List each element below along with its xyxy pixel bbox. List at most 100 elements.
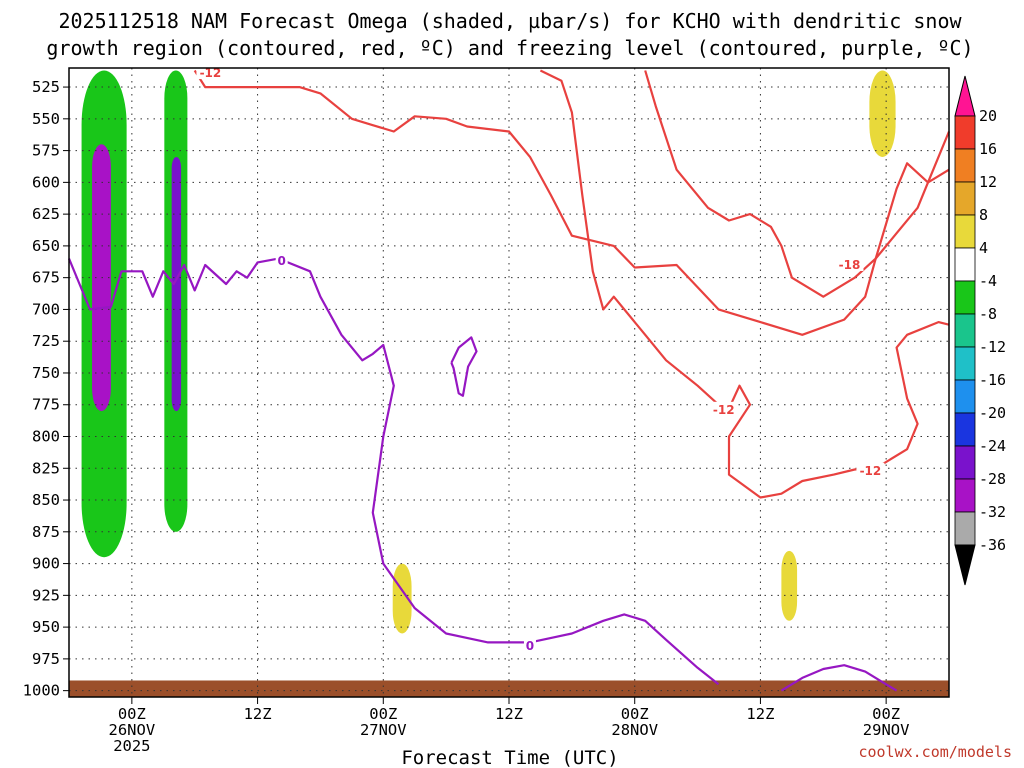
colorbar-label-12: -32: [979, 503, 1006, 521]
x-tick-label-4-1: 00Z: [621, 705, 649, 723]
y-tick-label-700: 700: [32, 300, 60, 318]
contour-labels: -12 0 -18 -12 -12 0: [196, 65, 885, 653]
colorbar-segment-9: [954, 379, 976, 414]
contour-label-bg-4: [856, 462, 885, 477]
x-tick-label-4-2: 28NOV: [611, 721, 658, 739]
y-tick-label-950: 950: [32, 618, 60, 636]
shade-rising-motion-27nov-06z: [431, 80, 474, 221]
y-tick-label-550: 550: [32, 110, 60, 128]
colorbar-label-3: 8: [979, 206, 988, 224]
x-tick-label-0-3: 2025: [113, 737, 150, 755]
y-tick-label-650: 650: [32, 237, 60, 255]
contour-label-5: 0: [526, 639, 534, 653]
colorbar-segment-11: [954, 445, 976, 480]
y-tick-label-900: 900: [32, 555, 60, 573]
contour-freezing-level-late: [780, 664, 898, 692]
colorbar-segment-12: [954, 478, 976, 513]
shade-sinking-motion-aloft-late: [854, 70, 949, 310]
colorbar-label-2: 12: [979, 173, 997, 191]
colorbar-bottom-arrow: [954, 544, 976, 586]
x-tick-label-6-2: 29NOV: [863, 721, 910, 739]
contour-label-4: -12: [860, 464, 882, 478]
contour-label-1: 0: [277, 254, 285, 268]
colorbar-segment-2: [954, 148, 976, 183]
colorbar-label-13: -36: [979, 536, 1006, 554]
contour-lines: [67, 69, 951, 692]
colorbar-label-6: -8: [979, 305, 997, 323]
colorbar-segment-10: [954, 412, 976, 447]
colorbar-label-8: -16: [979, 371, 1006, 389]
contour-label-bg-3: [709, 401, 738, 416]
x-tick-label-5-1: 12Z: [746, 705, 774, 723]
contour-label-bg-5: [523, 638, 536, 653]
colorbar-label-0: 20: [979, 107, 997, 125]
chart-title-line-2: growth region (contoured, red, ºC) and f…: [46, 36, 973, 60]
colorbar-label-10: -24: [979, 437, 1006, 455]
shade-sinking-motion-28nov-04z: [639, 404, 703, 672]
y-tick-label-825: 825: [32, 459, 60, 477]
colorbar: 20 16 12 8 4 -4 -8 -12 -16 -20 -24 -28 -32 -36: [954, 75, 1006, 586]
contour-freezing-level-bubble: [450, 336, 478, 397]
contour-freezing-level-main: [67, 257, 720, 686]
contour-label-bg-1: [275, 253, 288, 268]
x-tick-label-2-2: 27NOV: [360, 721, 407, 739]
colorbar-label-1: 16: [979, 140, 997, 158]
colorbar-segment-13: [954, 511, 976, 546]
contour-dgz-minus12-upper: [193, 69, 950, 336]
colorbar-segment-6: [954, 280, 976, 315]
contour-label-bg-2: [835, 256, 864, 271]
contour-label-2: -18: [839, 258, 861, 272]
colorbar-segment-7: [954, 313, 976, 348]
terrain-band: [69, 680, 949, 697]
colorbar-label-5: -4: [979, 272, 997, 290]
x-tick-label-0-1: 00Z: [118, 705, 146, 723]
x-tick-label-3-1: 12Z: [495, 705, 523, 723]
watermark: coolwx.com/models: [858, 743, 1012, 761]
colorbar-segment-5: [954, 247, 976, 282]
shade-strong-rising-motion-core: [92, 144, 111, 412]
contour-dgz-minus18: [644, 70, 951, 298]
y-tick-label-575: 575: [32, 142, 60, 160]
y-tick-label-625: 625: [32, 205, 60, 223]
y-tick-label-925: 925: [32, 586, 60, 604]
colorbar-segment-4: [954, 214, 976, 249]
colorbar-segment-8: [954, 346, 976, 381]
colorbar-top-arrow: [954, 75, 976, 117]
shade-sinking-core-28nov-15z: [781, 550, 798, 621]
y-tick-label-800: 800: [32, 428, 60, 446]
shade-strong-rising-motion-second-core: [171, 156, 182, 412]
x-tick-label-6-1: 00Z: [872, 705, 900, 723]
y-tick-label-600: 600: [32, 173, 60, 191]
y-tick-label-525: 525: [32, 78, 60, 96]
y-tick-label-975: 975: [32, 650, 60, 668]
contour-label-3: -12: [713, 403, 735, 417]
shade-rising-motion-27nov-12z: [493, 93, 536, 386]
x-axis-label: Forecast Time (UTC): [401, 747, 618, 768]
shade-sinking-core-aloft-late: [869, 70, 896, 157]
y-axis-ticks: 525 550 575 600 625 650 675 700 725 750 775 800 825 8…: [23, 78, 69, 700]
terrain-layer: [69, 680, 949, 697]
x-tick-label-0-2: 26NOV: [109, 721, 156, 739]
colorbar-segment-1: [954, 115, 976, 150]
y-tick-label-750: 750: [32, 364, 60, 382]
x-tick-label-1-1: 12Z: [244, 705, 272, 723]
y-tick-label-775: 775: [32, 396, 60, 414]
colorbar-label-11: -28: [979, 470, 1006, 488]
y-tick-label-850: 850: [32, 491, 60, 509]
chart-title-line-1: 2025112518 NAM Forecast Omega (shaded, µ…: [58, 9, 962, 33]
contour-dgz-minus12-lower: [539, 69, 950, 499]
y-tick-label-725: 725: [32, 332, 60, 350]
shade-rising-motion-28nov-18z: [800, 258, 829, 373]
contour-label-0: -12: [200, 66, 222, 80]
y-tick-label-1000: 1000: [23, 682, 60, 700]
y-tick-label-875: 875: [32, 523, 60, 541]
omega-shading: [81, 70, 949, 672]
x-tick-label-2-1: 00Z: [369, 705, 397, 723]
y-tick-label-675: 675: [32, 269, 60, 287]
shade-sinking-motion-28nov-15z: [755, 468, 949, 666]
grid-lines: [69, 68, 949, 697]
colorbar-label-9: -20: [979, 404, 1006, 422]
colorbar-label-4: 4: [979, 239, 988, 257]
